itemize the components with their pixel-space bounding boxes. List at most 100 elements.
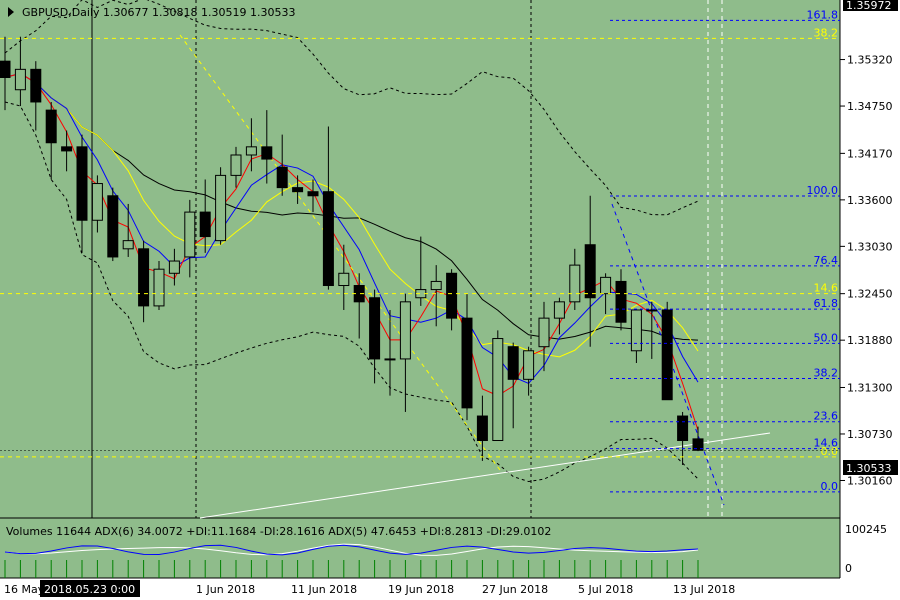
candle-bull	[538, 317, 550, 348]
x-tick-label: 5 Jul 2018	[578, 583, 633, 596]
candle-bear	[292, 187, 304, 193]
candle-bear	[61, 146, 73, 152]
ma-yellow-line	[4, 72, 699, 358]
fib-label-blue: 161.8	[807, 8, 839, 21]
candle-bear	[76, 146, 88, 221]
trendline-yellow	[179, 34, 501, 471]
axis-layer: 1.35320 1.34750 1.34170 1.33600 1.33030 1.324…	[4, 54, 893, 596]
candle-bull	[184, 211, 196, 258]
time-axis-background	[0, 578, 900, 600]
candle-bull	[14, 68, 26, 91]
y-tick-label: 1.34170	[847, 147, 893, 160]
price-axis-background	[840, 0, 900, 578]
x-tick-label: 11 Jun 2018	[291, 583, 357, 596]
candle-bull	[91, 183, 103, 221]
candle-bear	[307, 191, 319, 197]
candle-bull	[553, 301, 565, 319]
y-tick-label: 1.33600	[847, 194, 893, 207]
candle-bear	[276, 166, 288, 189]
indicator-lines-layer	[4, 0, 771, 519]
candle-bear	[369, 297, 381, 360]
candle-bear	[322, 191, 334, 287]
indicator-axis-zero: 0	[845, 562, 852, 575]
fib-label-blue: 0.0	[821, 480, 839, 493]
candle-bear	[615, 280, 627, 323]
candle-bear	[45, 109, 57, 144]
candle-bull	[245, 146, 257, 156]
candle-bear	[584, 244, 596, 299]
candle-bear	[476, 415, 488, 442]
trendline-white	[199, 432, 771, 519]
y-tick-label: 1.33030	[847, 240, 893, 253]
x-tick-label: 27 Jun 2018	[482, 583, 548, 596]
candle-bull	[523, 350, 535, 380]
y-tick-label: 1.34750	[847, 100, 893, 113]
y-tick-label: 1.31300	[847, 381, 893, 394]
fibonacci-layer: 161.8100.076.461.850.038.223.614.60.038.…	[0, 8, 840, 493]
top-price-box	[843, 0, 898, 11]
fib-label-blue: 50.0	[814, 331, 839, 344]
candle-bull	[430, 280, 442, 291]
indicator-header: Volumes 11644 ADX(6) 34.0072 +DI:11.1684…	[6, 525, 551, 538]
x-tick-label: 19 Jun 2018	[388, 583, 454, 596]
chart-header-symbol: GBPUSD,Daily	[22, 6, 100, 19]
x-tick-label: 16 May	[4, 583, 45, 596]
candle-bear	[661, 309, 673, 401]
candle-bear	[30, 68, 42, 103]
fib-label-yellow: 38.2	[814, 26, 839, 39]
chart-header-ohlc: 1.30677 1.30818 1.30519 1.30533	[103, 6, 295, 19]
candle-bear	[0, 60, 11, 78]
y-tick-label: 1.30160	[847, 474, 893, 487]
volume-adx-layer: 100245 0	[4, 523, 887, 578]
ma-black-line	[4, 72, 699, 341]
candle-bull	[384, 358, 396, 361]
fib-label-blue: 61.8	[814, 297, 839, 310]
plot-background	[0, 0, 840, 518]
candle-bear	[677, 415, 689, 442]
candle-bear	[446, 272, 458, 319]
candle-bull	[338, 272, 350, 287]
candle-bull	[153, 268, 165, 307]
top-price-label: 1.35972	[846, 0, 892, 12]
candle-bull	[646, 309, 658, 312]
candle-bear	[507, 346, 519, 380]
candle-bull	[569, 264, 581, 303]
fib-label-blue: 76.4	[814, 254, 839, 267]
grid-layer	[91, 0, 723, 518]
candle-bull	[168, 260, 180, 274]
y-tick-label: 1.30730	[847, 428, 893, 441]
x-tick-label: 13 Jul 2018	[673, 583, 735, 596]
bollinger-lower-band	[4, 101, 699, 483]
ma-blue-line	[4, 72, 699, 385]
adx-line-blue	[4, 544, 699, 556]
candle-bull	[230, 154, 242, 176]
y-tick-label: 1.35320	[847, 54, 893, 67]
fib-label-blue: 38.2	[814, 367, 839, 380]
x-tick-label: 1 Jun 2018	[196, 583, 255, 596]
candle-bull	[630, 309, 642, 352]
candle-bull	[492, 338, 504, 442]
y-tick-label: 1.32450	[847, 288, 893, 301]
fib-label-blue: 23.6	[814, 410, 839, 423]
current-price-box	[843, 460, 898, 475]
header-arrow-icon	[8, 7, 14, 17]
adx-line-white	[4, 543, 699, 556]
candle-bear	[261, 146, 273, 160]
current-price-label: 1.30533	[846, 462, 892, 475]
bollinger-upper-band	[4, 0, 699, 216]
indicator-axis-max: 100245	[845, 523, 887, 536]
candle-bull	[600, 276, 612, 295]
candle-bull	[399, 301, 411, 360]
ma-red-line	[4, 72, 699, 431]
candles-layer	[0, 36, 704, 465]
candle-bull	[215, 174, 227, 242]
candle-bear	[199, 211, 211, 238]
y-tick-label: 1.31880	[847, 334, 893, 347]
candle-bull	[122, 240, 134, 250]
candle-bear	[107, 195, 119, 258]
fib-label-blue: 100.0	[807, 184, 839, 197]
fib-label-yellow: 0.0	[821, 445, 839, 458]
candle-bear	[461, 317, 473, 409]
